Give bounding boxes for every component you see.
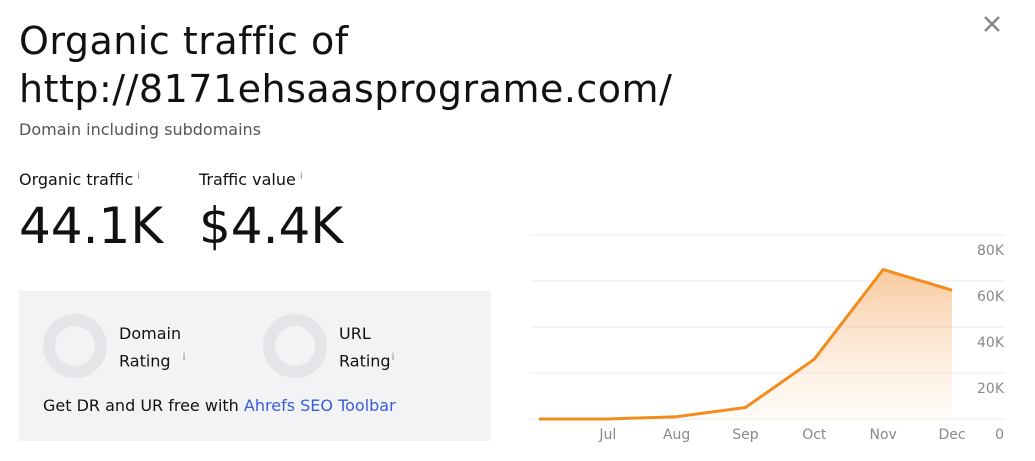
x-tick-label: Sep: [732, 427, 759, 443]
close-button[interactable]: [980, 12, 1004, 36]
label-text: Domain: [119, 324, 182, 343]
info-icon[interactable]: i: [299, 170, 303, 182]
toolbar-link[interactable]: Ahrefs SEO Toolbar: [243, 396, 396, 415]
x-tick-label: Jul: [598, 427, 616, 443]
y-tick-label: 60K: [977, 289, 1005, 305]
metric-value: 44.1K: [19, 197, 164, 255]
title: Organic traffic of: [19, 19, 349, 63]
metric-value: $4.4K: [199, 197, 344, 255]
x-tick-label: Aug: [663, 427, 690, 443]
x-tick-label: Dec: [938, 427, 965, 443]
label-text: URL: [339, 324, 371, 343]
y-tick-label: 40K: [977, 335, 1005, 351]
rating-rings: [43, 314, 327, 378]
y-tick-label: 20K: [977, 381, 1005, 397]
y-tick-label: 0: [995, 427, 1004, 443]
label-text: Traffic value: [199, 170, 296, 189]
rating-label: URL Ratingi: [339, 322, 394, 373]
info-icon[interactable]: i: [182, 352, 186, 363]
area-fill: [539, 269, 952, 419]
traffic-line: [539, 268, 953, 421]
rating-ring: [263, 314, 327, 378]
info-icon[interactable]: i: [137, 170, 141, 182]
rating-ring: [43, 314, 107, 378]
promo-text: Get DR and UR free with: [43, 396, 239, 415]
label-text: Rating: [119, 351, 171, 371]
y-tick-label: 80K: [977, 243, 1005, 259]
x-tick-label: Nov: [870, 427, 897, 443]
label-text: Rating: [339, 351, 391, 371]
info-icon[interactable]: i: [391, 352, 395, 363]
subtitle: Domain including subdomains: [19, 120, 262, 139]
title: http://8171ehsaasprograme.com/: [19, 67, 673, 111]
rating-label: Domain Rating i: [119, 322, 185, 373]
metric-label: Organic traffic i: [19, 170, 140, 189]
metric-label: Traffic value i: [199, 170, 303, 189]
promo: Get DR and UR free with Ahrefs SEO Toolb…: [43, 396, 396, 415]
x-tick-label: Oct: [802, 427, 827, 443]
label-text: Organic traffic: [19, 170, 134, 189]
